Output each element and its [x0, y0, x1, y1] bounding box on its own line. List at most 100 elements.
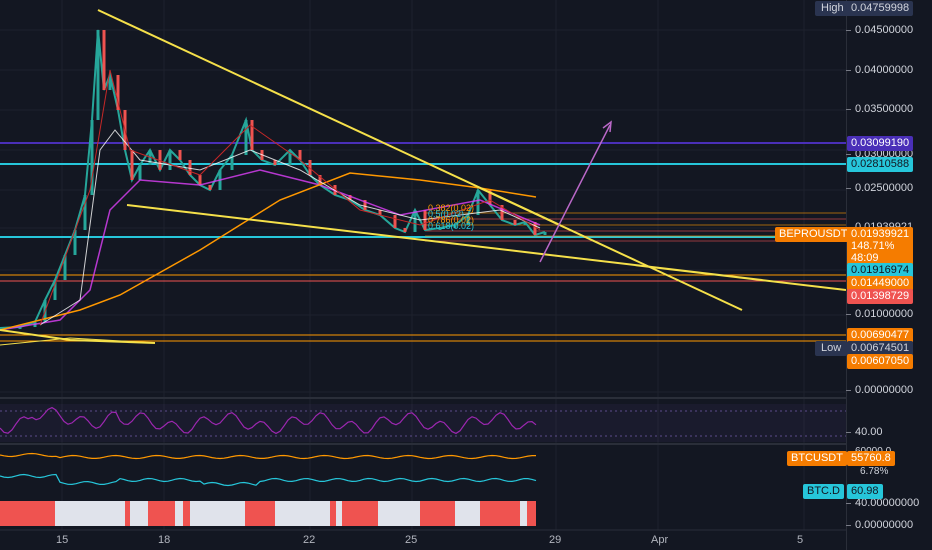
- candle: [348, 195, 352, 200]
- red-line-tag: 0.01398729: [847, 289, 914, 304]
- candle: [178, 150, 182, 160]
- fib-label: 0.618(0.02): [428, 221, 474, 231]
- purple-line-tag: 0.03099190: [847, 136, 914, 151]
- candle: [90, 120, 94, 195]
- signal-bar-segment: [330, 501, 336, 526]
- candle: [363, 200, 367, 210]
- signal-bar-segment: [480, 501, 520, 526]
- current-symbol-tag: BEPROUSDT: [775, 227, 852, 242]
- candle: [96, 30, 100, 120]
- signal-bar-segment: [130, 501, 148, 526]
- candle: [523, 222, 527, 225]
- candle: [423, 210, 427, 230]
- candle: [378, 210, 382, 215]
- fib-label: 0.786(0.02): [428, 215, 474, 225]
- candle: [466, 215, 470, 225]
- trendline-lower: [126, 204, 846, 291]
- rsi-tick: 40.00: [846, 426, 883, 438]
- candle: [83, 195, 87, 230]
- moving-average: [0, 169, 541, 331]
- price-tick: 0.03500000: [845, 103, 914, 115]
- signal-bar-segment: [148, 501, 175, 526]
- btcusdt-value-tag: 55760.8: [847, 451, 895, 466]
- candle: [543, 232, 547, 235]
- candle: [116, 75, 120, 110]
- candle: [318, 175, 322, 185]
- signal-bar-segment: [378, 501, 420, 526]
- signal-bar-segment: [175, 501, 183, 526]
- low-value-tag: 0.00674501: [847, 341, 914, 356]
- candle: [130, 150, 134, 180]
- moving-average: [0, 172, 537, 331]
- moving-average: [39, 129, 541, 326]
- time-tick: 5: [797, 534, 804, 546]
- btcusdt-symbol-tag: BTCUSDT: [787, 451, 847, 466]
- candle: [533, 222, 537, 235]
- rsi-line: [0, 406, 537, 435]
- price-tick: 0.01000000: [845, 308, 914, 320]
- current-price-countdown: 48:09: [851, 252, 879, 264]
- orange-line-tag: 0.00607050: [847, 354, 914, 369]
- candle: [208, 185, 212, 190]
- signal-bar-segment: [455, 501, 480, 526]
- candle: [53, 280, 57, 300]
- orange-line-tag: 0.00690477: [847, 328, 914, 343]
- cyan-line-tag: 0.02810588: [847, 157, 914, 172]
- candle: [73, 230, 77, 255]
- current-price-value: 0.01939921: [851, 228, 910, 240]
- current-price-pct: 148.71%: [851, 240, 895, 252]
- signal-bar-segment: [0, 501, 55, 526]
- forecast-arrow-head: [602, 120, 612, 133]
- candle: [138, 165, 142, 180]
- signal-bar-segment: [342, 501, 378, 526]
- signal-bar-segment: [420, 501, 455, 526]
- main-plot[interactable]: 0.382(0.02)0.5(0.02)0.786(0.02)0.618(0.0…: [0, 0, 846, 550]
- signal-bar-segment: [55, 501, 125, 526]
- signal-bar-segment: [125, 501, 130, 526]
- candle: [198, 175, 202, 185]
- candle: [438, 228, 442, 230]
- signal-bar-segment: [520, 501, 527, 526]
- candle: [273, 160, 277, 165]
- candle: [230, 155, 234, 170]
- candle: [500, 205, 504, 220]
- candle: [102, 30, 106, 90]
- time-tick: 22: [303, 534, 316, 546]
- signal-bar-segment: [190, 501, 245, 526]
- time-tick: 25: [405, 534, 418, 546]
- btcd-line: [0, 473, 537, 487]
- btcusdt-line: [0, 452, 536, 460]
- price-tick: 0.04500000: [845, 24, 914, 36]
- candle: [188, 160, 192, 175]
- time-tick: 15: [56, 534, 69, 546]
- trendline-extension: [479, 187, 743, 311]
- volume-tick: 40.00000000: [845, 497, 920, 509]
- candle: [413, 210, 417, 232]
- candle: [250, 120, 254, 150]
- candle: [108, 75, 112, 90]
- price-tick: 0.04000000: [845, 64, 914, 76]
- candle: [168, 150, 172, 170]
- price-tick: 0.02500000: [845, 182, 914, 194]
- candle: [298, 150, 302, 160]
- signal-bar-segment: [336, 501, 342, 526]
- candle: [393, 215, 397, 228]
- candle: [63, 255, 67, 280]
- candle: [288, 150, 292, 165]
- time-tick: Apr: [651, 534, 669, 546]
- candle: [453, 225, 457, 228]
- signal-bar-segment: [183, 501, 190, 526]
- trendline-base: [0, 329, 156, 344]
- price-tick: 0.00000000: [845, 384, 914, 396]
- candle: [476, 190, 480, 215]
- forecast-arrow: [539, 124, 611, 263]
- candle: [158, 150, 162, 170]
- btcd-symbol-tag: BTC.D: [803, 484, 844, 499]
- time-tick: 29: [549, 534, 562, 546]
- volume-tick: 0.00000000: [845, 519, 914, 531]
- high-value-tag: 0.04759998: [847, 1, 914, 16]
- low-label: Low: [815, 341, 848, 356]
- candle: [18, 327, 22, 329]
- candle: [244, 120, 248, 155]
